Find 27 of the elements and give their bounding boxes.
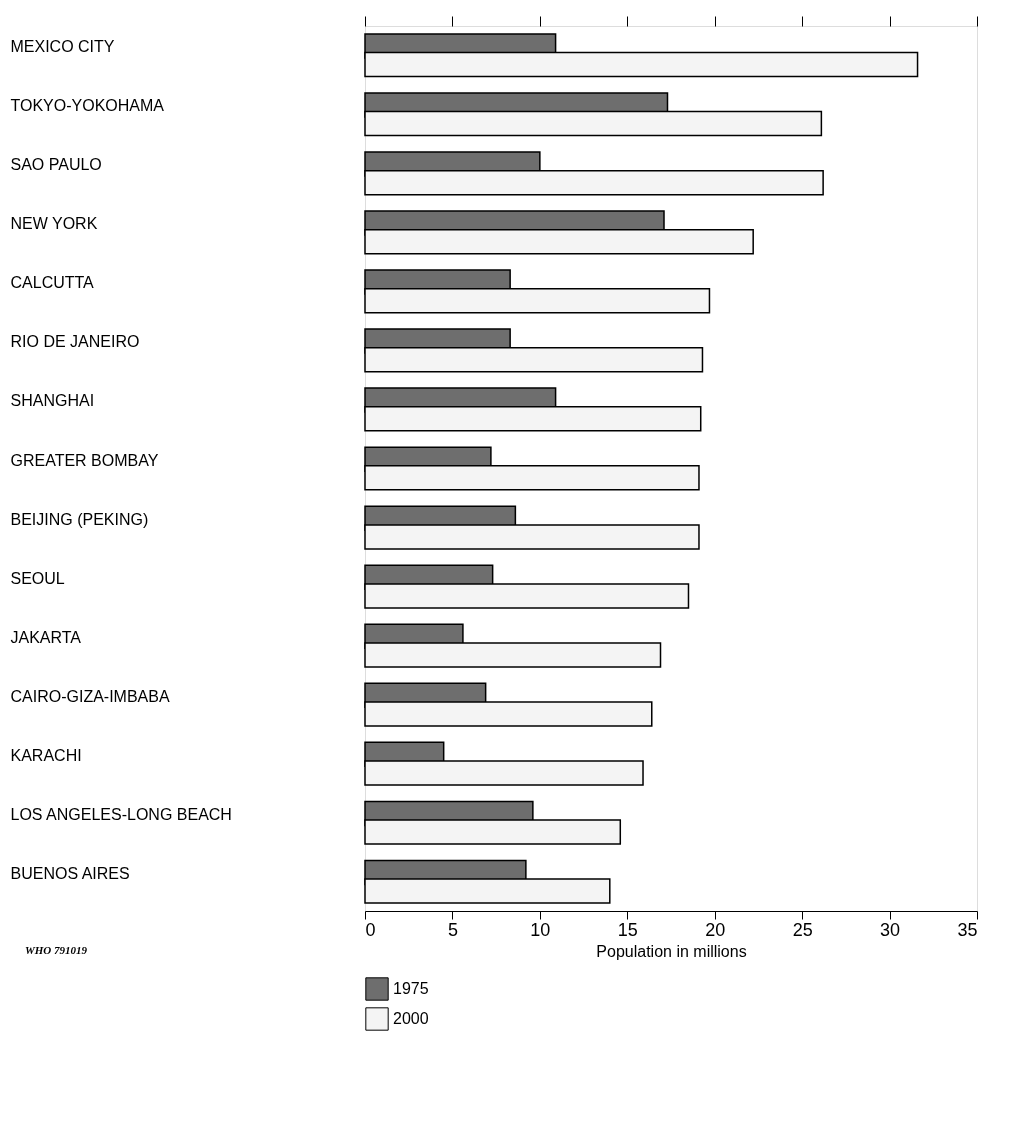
y-tick-label: CAIRO-GIZA-IMBABA — [10, 687, 170, 705]
y-tick-label: KARACHI — [10, 746, 82, 764]
y-tick-label: RIO DE JANEIRO — [10, 333, 140, 351]
x-tick-label: 15 — [617, 919, 638, 940]
y-tick-label: TOKYO-YOKOHAMA — [10, 97, 165, 115]
y-tick-label: BEIJING (PEKING) — [10, 510, 149, 528]
x-tick-label: 30 — [880, 919, 901, 940]
y-tick-label: MEXICO CITY — [10, 38, 115, 56]
legend-label: 1975 — [393, 980, 429, 997]
y-tick-label: GREATER BOMBAY — [10, 451, 159, 469]
legend-label: 2000 — [393, 1010, 429, 1027]
y-tick-label: JAKARTA — [10, 628, 82, 646]
x-tick-label: 35 — [957, 919, 978, 940]
x-tick-label: 20 — [705, 919, 726, 940]
y-tick-label: SEOUL — [10, 569, 65, 587]
text: WHO 791019 — [25, 944, 88, 956]
y-tick-label: SAO PAULO — [10, 156, 102, 174]
y-tick-label: SHANGHAI — [10, 392, 95, 410]
y-tick-label: NEW YORK — [10, 215, 98, 233]
x-tick-label: 0 — [365, 919, 376, 940]
y-tick-label: CALCUTTA — [10, 274, 95, 292]
x-tick-label: 5 — [447, 919, 458, 940]
y-tick-label: LOS ANGELES-LONG BEACH — [10, 805, 232, 823]
x-tick-label: 10 — [530, 919, 551, 940]
y-tick-label: BUENOS AIRES — [10, 864, 130, 882]
x-tick-label: 25 — [792, 919, 813, 940]
x-axis-title: Population in millions — [596, 942, 747, 960]
